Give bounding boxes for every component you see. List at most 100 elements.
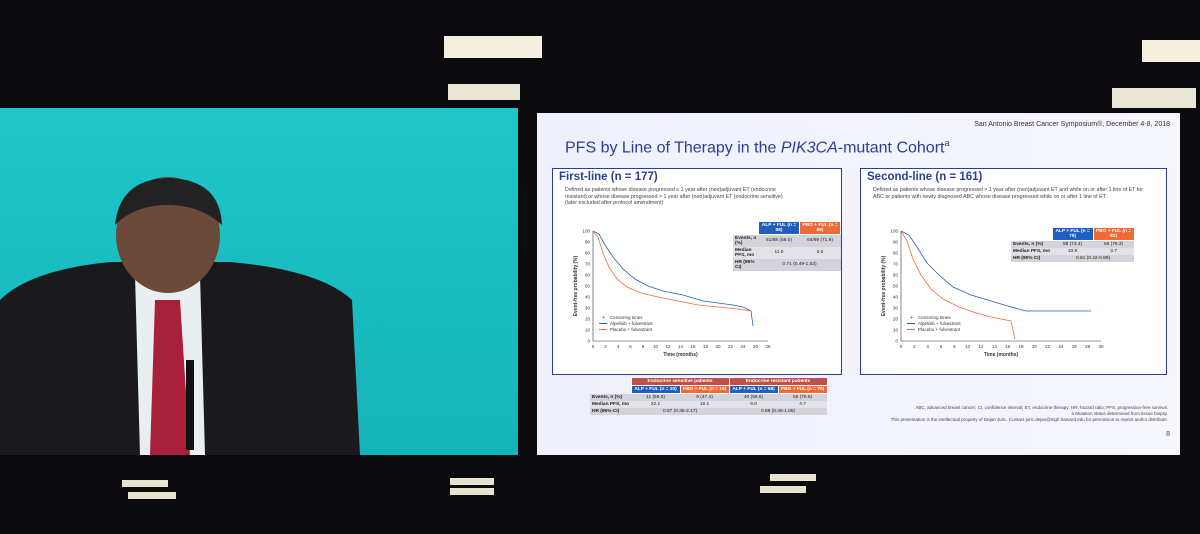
km-curve <box>900 230 1016 340</box>
row-label: Events, n (%) <box>735 235 757 246</box>
footnote: This presentation is the intellectual pr… <box>890 417 1168 423</box>
table-cell: 9.0 <box>750 402 757 407</box>
page-number: 8 <box>1166 431 1170 438</box>
row-label: Events, n (%) <box>1013 241 1044 247</box>
table-cell: 11.0 <box>774 250 784 255</box>
group-header: Endocrine resistant patients <box>728 377 828 386</box>
table-cell: 65 (79.3) <box>1103 242 1124 247</box>
legend-swatch: + <box>602 315 605 321</box>
y-tick-label: 70 <box>893 262 899 267</box>
table-row: Median PFS, mo 22.1 19.1 9.0 4.7 <box>590 401 828 408</box>
panel-heading: First-line (n = 177) <box>559 171 658 183</box>
x-tick-label: 18 <box>1018 344 1024 349</box>
y-tick-label: 50 <box>585 284 591 289</box>
header-row: ALP + FUL (n = 20) PBO + FUL (n = 19) ALP … <box>590 385 828 394</box>
y-tick-label: 90 <box>585 240 591 245</box>
table-cell: 11 (55.0) <box>646 395 665 400</box>
column-header: PBO + FUL (n = 82) <box>1092 227 1135 241</box>
x-tick-label: 6 <box>629 344 632 349</box>
group-header: Endocrine sensitive patients <box>630 377 730 386</box>
corner <box>590 378 631 386</box>
x-tick-label: 22 <box>1045 344 1051 349</box>
y-tick-label: 70 <box>585 262 591 267</box>
table-cell: 58 (73.4) <box>1062 242 1083 247</box>
microphone <box>186 360 194 450</box>
x-tick-label: 30 <box>1098 344 1104 349</box>
header-row: ALP + FUL (n = 79) PBO + FUL (n = 82) <box>1011 227 1135 241</box>
x-tick-label: 12 <box>665 344 671 349</box>
floor-light <box>760 486 806 493</box>
km-curve <box>592 230 752 312</box>
y-axis-label: Event-free probability (%) <box>881 255 887 316</box>
x-tick-label: 20 <box>715 344 721 349</box>
floor-light <box>450 488 494 495</box>
corner <box>1011 228 1052 241</box>
floor-light <box>122 480 168 487</box>
ceiling-light <box>444 36 542 58</box>
x-tick-label: 14 <box>678 344 684 349</box>
km-curves <box>592 230 754 327</box>
table-cell: 4.7 <box>799 402 806 407</box>
table-cell: 0.87 (0.35-2.17) <box>662 409 698 414</box>
y-tick-label: 80 <box>893 251 899 256</box>
slide: San Antonio Breast Cancer Symposium®, De… <box>537 113 1180 455</box>
table-cell: 10.9 <box>1067 249 1078 254</box>
y-tick-label: 40 <box>585 295 591 300</box>
y-tick-label: 60 <box>893 273 899 278</box>
footnote: a Mutation status determined from tissue… <box>1071 411 1168 417</box>
table-row: Median PFS, mo 11.0 5.6 <box>733 246 841 259</box>
table-cell: 9 (47.4) <box>696 395 713 400</box>
y-tick-label: 20 <box>585 317 591 322</box>
x-tick-label: 12 <box>978 344 984 349</box>
legend-label: Censoring times <box>610 315 643 320</box>
header-row: ALP + FUL (n = 88) PBO + FUL (n = 89) <box>733 221 841 235</box>
group-row: Endocrine sensitive patients Endocrine re… <box>590 377 828 386</box>
x-tick-label: 10 <box>965 344 971 349</box>
title-text: PFS by Line of Therapy in the <box>565 139 781 157</box>
x-tick-label: 4 <box>617 344 620 349</box>
title-end: -mutant Cohort <box>837 139 945 157</box>
x-tick-label: 26 <box>753 344 759 349</box>
legend-label: Placebo + fulvestrant <box>610 327 653 332</box>
km-table: ALP + FUL (n = 79) PBO + FUL (n = 82) Even… <box>1011 227 1135 262</box>
km-table: ALP + FUL (n = 88) PBO + FUL (n = 89) Even… <box>733 221 841 271</box>
row-label: HR (95% CI) <box>1013 256 1041 261</box>
x-tick-label: 0 <box>592 344 595 349</box>
y-tick-label: 60 <box>585 273 591 278</box>
column-header: ALP + FUL (n = 88) <box>758 221 800 235</box>
y-tick-label: 20 <box>893 317 899 322</box>
x-tick-label: 0 <box>900 344 903 349</box>
x-axis-label: Time (months) <box>984 352 1019 358</box>
table-cell: 22.1 <box>650 402 661 407</box>
subgroup-table: Endocrine sensitive patients Endocrine re… <box>590 377 838 415</box>
column-header: ALP + FUL (n = 79) <box>1051 227 1094 241</box>
data-table: Endocrine sensitive patients Endocrine re… <box>590 377 828 415</box>
x-tick-label: 4 <box>926 344 929 349</box>
x-tick-label: 2 <box>604 344 607 349</box>
table-cell: 64/89 (71.9) <box>807 238 833 244</box>
x-tick-label: 14 <box>992 344 998 349</box>
table-cell: 55 (78.6) <box>792 395 813 400</box>
x-tick-label: 28 <box>765 344 771 349</box>
x-tick-label: 20 <box>1032 344 1038 349</box>
table-cell: 3.7 <box>1110 249 1117 254</box>
floor-light <box>450 478 494 485</box>
table-row: HR (95% CI) 0.87 (0.35-2.17) 0.69 (0.46-1.… <box>590 408 828 415</box>
table-row: Events, n (%) 58 (73.4) 65 (79.3) <box>1011 240 1135 248</box>
x-tick-label: 22 <box>728 344 734 349</box>
title-gene: PIK3CA <box>780 139 838 157</box>
y-tick-label: 10 <box>893 328 899 333</box>
table-row: Events, n (%) 51/88 (58.0) 64/89 (71.9) <box>733 234 841 247</box>
speaker-tie <box>150 300 190 455</box>
y-tick-label: 100 <box>582 229 590 234</box>
floor-light <box>770 474 816 481</box>
legend-label: Censoring times <box>918 315 951 320</box>
table-cell: 0.71 (0.49-1.03) <box>782 262 817 267</box>
definition: Defined as patients whose disease progre… <box>873 187 1143 200</box>
slide-header: San Antonio Breast Cancer Symposium®, De… <box>974 121 1170 128</box>
legend-label: Alpelisib + fulvestrant <box>918 321 961 326</box>
x-tick-label: 16 <box>690 344 696 349</box>
x-tick-label: 8 <box>953 344 956 349</box>
